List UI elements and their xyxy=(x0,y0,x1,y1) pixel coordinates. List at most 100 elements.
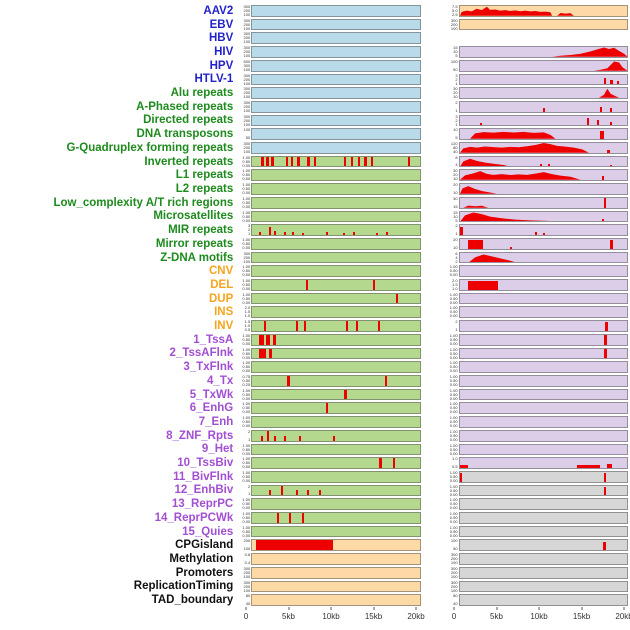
left-y-axis-ticks: 1.00 0.50 0.00 xyxy=(239,497,251,511)
left-track-panel xyxy=(251,443,421,456)
y-tick-label: 100 xyxy=(243,258,251,264)
data-bar xyxy=(268,226,271,235)
panel-gap xyxy=(421,415,447,429)
y-tick-label: 1.00 xyxy=(449,373,458,379)
data-bar xyxy=(610,79,613,85)
left-track-panel xyxy=(251,594,421,606)
track-label: 7_Enh xyxy=(198,415,234,428)
y-tick-label: 0.5 xyxy=(452,463,458,469)
track-row: 15_Quies 1.00 0.50 0.00 1.00 0.50 0.00 xyxy=(2,525,629,539)
y-tick-label: 0.50 xyxy=(242,268,251,274)
right-track-panel xyxy=(458,566,629,579)
y-tick-label: 1.00 xyxy=(242,154,251,160)
x-tick-label: 20kb xyxy=(407,612,425,621)
y-tick-label: 0.50 xyxy=(449,419,458,425)
y-tick-label: 20 xyxy=(453,172,458,178)
left-track-panel xyxy=(251,169,421,182)
y-tick-label: 0.50 xyxy=(449,295,458,301)
track-row: INV 1.5 1.0 0.5 2 1 xyxy=(2,319,629,333)
data-bar xyxy=(601,175,605,181)
track-row: 9_Het 1.00 0.50 0.00 1.00 0.50 0.00 xyxy=(2,443,629,457)
panel-gap xyxy=(421,264,447,278)
y-tick-label: 100 xyxy=(243,121,251,127)
left-y-axis-ticks: 300 200 100 xyxy=(239,100,251,114)
data-bar xyxy=(371,156,374,167)
left-track-panel xyxy=(251,155,421,168)
data-bar xyxy=(364,156,367,167)
y-tick-label: 0.00 xyxy=(449,423,458,429)
y-tick-label: 120 xyxy=(450,141,458,147)
y-tick-label: 1.00 xyxy=(242,360,251,366)
track-label: EBV xyxy=(209,18,234,31)
right-track-panel xyxy=(458,114,629,127)
data-bar xyxy=(603,198,607,208)
right-track-panel xyxy=(458,224,629,236)
y-tick-label: 10 xyxy=(453,127,458,133)
y-tick-label: 200 xyxy=(243,35,251,41)
y-tick-label: 0.00 xyxy=(449,299,458,305)
y-tick-label: 20 xyxy=(453,90,458,96)
left-y-axis-ticks: 1.00 0.50 0.00 xyxy=(239,278,251,292)
y-tick-label: 300 xyxy=(243,31,251,37)
y-tick-label: 200 xyxy=(243,145,251,151)
data-bar xyxy=(332,435,335,441)
right-track-panel xyxy=(458,525,629,538)
y-tick-label: 1.00 xyxy=(242,236,251,242)
panel-gap xyxy=(421,4,447,18)
left-track-panel xyxy=(251,210,421,223)
y-tick-label: 0.00 xyxy=(449,450,458,456)
right-y-axis-ticks xyxy=(447,31,459,45)
right-y-axis-ticks: 20 10 xyxy=(447,182,459,196)
left-track-panel xyxy=(251,457,421,469)
track-row: Promoters 300 200 100 300 200 100 xyxy=(2,566,629,580)
y-tick-label: 0.50 xyxy=(449,364,458,370)
y-tick-label: 80 xyxy=(453,593,458,599)
data-bar xyxy=(295,490,298,496)
track-row: Methylation 0.8 0.4 300 200 100 xyxy=(2,552,629,566)
y-tick-label: 0.00 xyxy=(242,354,251,360)
data-bar xyxy=(268,490,271,496)
y-tick-label: 300 xyxy=(450,17,458,23)
y-tick-label: 0.00 xyxy=(242,395,251,401)
data-bar xyxy=(459,227,463,235)
y-tick-label: 0.00 xyxy=(242,162,251,168)
y-tick-label: 0.5 xyxy=(244,327,251,333)
right-y-axis-ticks: 1.00 0.50 0.00 xyxy=(447,429,459,443)
y-tick-label: 300 xyxy=(243,141,251,147)
data-bar xyxy=(263,321,266,331)
panel-gap xyxy=(421,347,447,361)
track-label: Directed repeats xyxy=(143,114,234,127)
y-tick-label: 0.50 xyxy=(242,460,251,466)
y-tick-label: 300 xyxy=(243,86,251,92)
right-y-axis-ticks: 1.00 0.50 0.00 xyxy=(447,360,459,374)
y-tick-label: 1.00 xyxy=(242,182,251,188)
track-row: 12_EnhBiv 2 1 1.00 0.50 0.00 xyxy=(2,484,629,498)
right-y-axis-ticks: 300 200 100 xyxy=(447,18,459,32)
y-tick-label: 1.00 xyxy=(242,387,251,393)
track-row: HPV 500 300 100 100 50 xyxy=(2,59,629,73)
y-tick-label: 1.00 xyxy=(242,332,251,338)
y-tick-label: 100 xyxy=(450,560,458,566)
right-track-panel xyxy=(458,46,629,58)
track-row: 3_TxFlnk 1.00 0.50 0.00 1.00 0.50 0.00 xyxy=(2,360,629,374)
y-tick-label: 0.00 xyxy=(242,190,251,196)
panel-gap xyxy=(421,86,447,100)
y-tick-label: 1 xyxy=(455,107,458,113)
track-row: DNA transposons 100 50 10 5 xyxy=(2,127,629,141)
y-tick-label: 0.50 xyxy=(242,528,251,534)
left-track-panel xyxy=(251,73,421,86)
y-tick-label: 0.00 xyxy=(242,409,251,415)
data-bar xyxy=(534,232,537,235)
left-y-axis-ticks: 300 200 100 xyxy=(239,18,251,32)
left-y-axis-ticks: 1.00 0.50 0.00 xyxy=(239,333,251,347)
left-track-panel xyxy=(251,484,421,497)
track-label: 12_EnhBiv xyxy=(174,484,234,497)
y-tick-label: 5 xyxy=(455,217,458,223)
y-tick-label: 0.8 xyxy=(244,552,251,558)
track-row: DUP 1.00 0.50 0.00 1.00 0.50 0.00 xyxy=(2,292,629,306)
y-tick-label: 200 xyxy=(243,583,251,589)
y-tick-label: 1.00 xyxy=(449,346,458,352)
left-y-axis-ticks: 300 200 100 xyxy=(239,73,251,87)
y-tick-label: 1 xyxy=(247,231,251,237)
